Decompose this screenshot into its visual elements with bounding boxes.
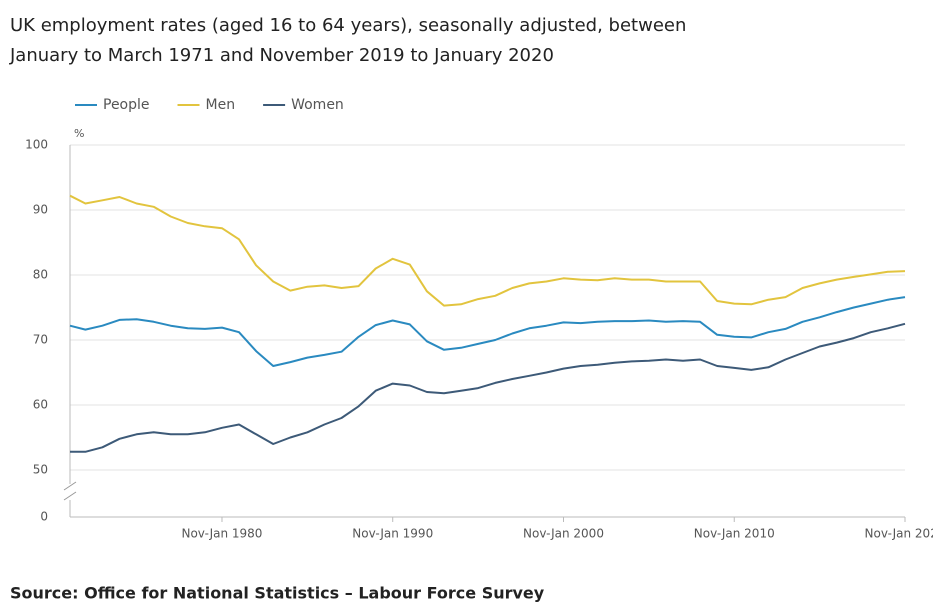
x-tick-label: Nov-Jan 2020 bbox=[865, 527, 933, 541]
chart-title: January to March 1971 and November 2019 … bbox=[9, 45, 554, 66]
x-tick-label: Nov-Jan 2000 bbox=[523, 527, 604, 541]
series-line bbox=[69, 194, 906, 307]
legend-label: Men bbox=[206, 97, 236, 113]
y-tick-label: 100 bbox=[25, 138, 48, 152]
chart-title: UK employment rates (aged 16 to 64 years… bbox=[10, 15, 686, 36]
y-tick-label: 0 bbox=[40, 510, 48, 524]
x-tick-label: Nov-Jan 1980 bbox=[181, 527, 262, 541]
axis-break bbox=[63, 481, 77, 491]
series-line bbox=[70, 322, 906, 453]
y-tick-label: 70 bbox=[33, 333, 48, 347]
y-tick-label: 50 bbox=[33, 463, 48, 477]
x-tick-label: Nov-Jan 1990 bbox=[352, 527, 433, 541]
y-tick-label: 90 bbox=[33, 203, 48, 217]
legend-label: People bbox=[103, 97, 150, 113]
y-tick-label: 80 bbox=[33, 268, 48, 282]
source: Source: Office for National Statistics –… bbox=[10, 584, 545, 603]
y-tick-label: 60 bbox=[33, 398, 48, 412]
series-line bbox=[69, 296, 906, 367]
axis-break bbox=[63, 491, 77, 501]
legend-label: Women bbox=[291, 97, 344, 113]
y-axis-label: % bbox=[74, 127, 84, 140]
x-tick-label: Nov-Jan 2010 bbox=[694, 527, 775, 541]
